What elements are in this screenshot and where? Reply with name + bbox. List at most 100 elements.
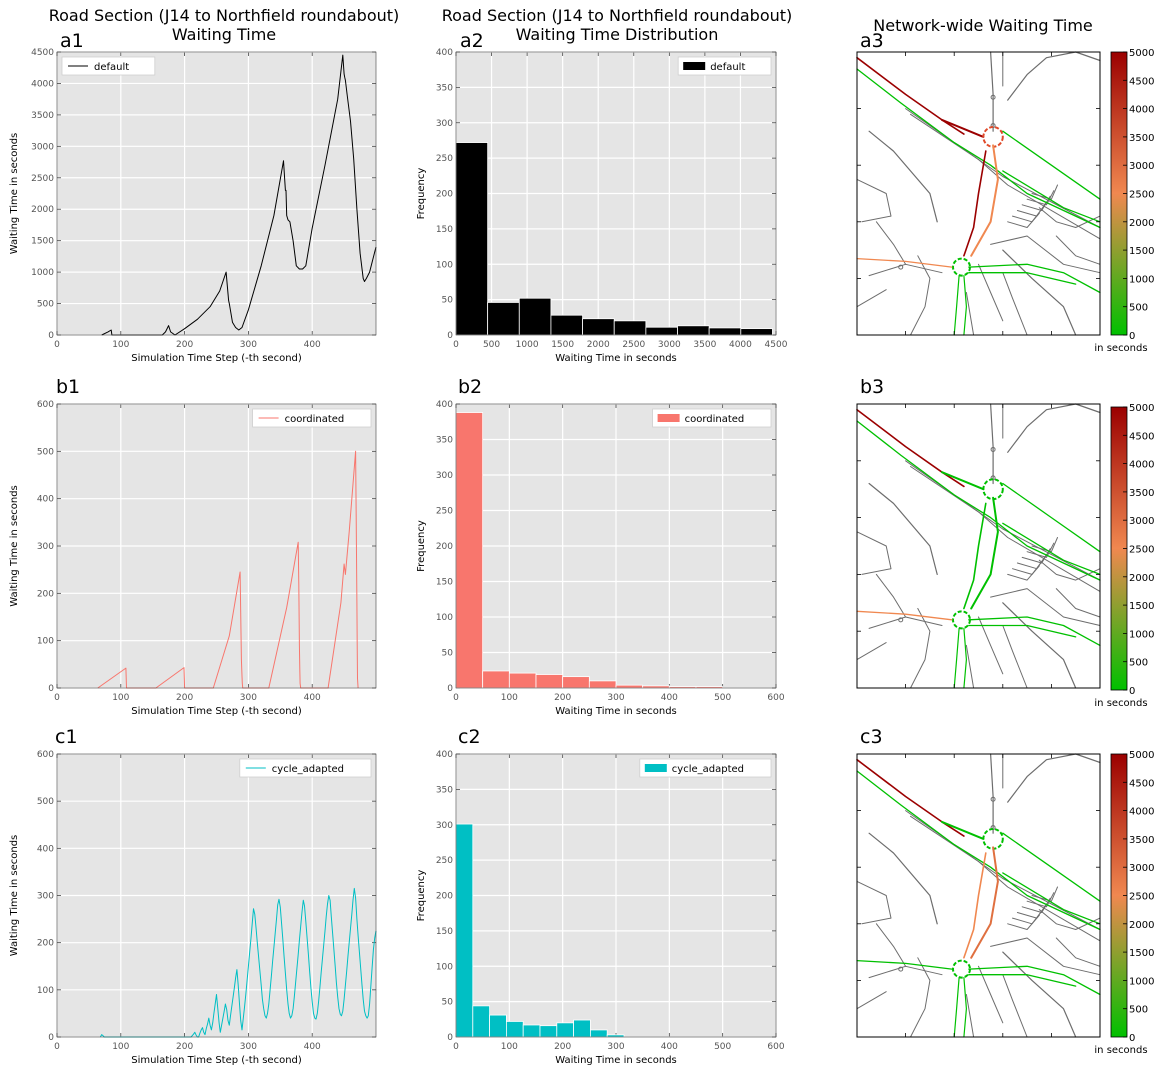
road — [910, 608, 931, 689]
legend-label: coordinated — [685, 414, 745, 425]
legend: default — [677, 56, 772, 76]
map-c3: 0 500 1000 1500 2000 2500 3000 3500 4000 4500 5000… — [856, 726, 1154, 1056]
x-tick-label: 4500 — [765, 340, 788, 350]
colorbar-tick-label: 0 — [1129, 331, 1135, 342]
colorbar-tick-label: 1500 — [1129, 948, 1154, 959]
road — [965, 292, 975, 336]
colorbar-tick-label: 4500 — [1129, 76, 1154, 87]
x-axis-label: Waiting Time in seconds — [555, 706, 677, 717]
legend-label: default — [710, 62, 745, 73]
histogram-bar — [590, 1029, 608, 1038]
colorbar-unit-label: in seconds — [1094, 343, 1147, 354]
plot-frame — [56, 51, 377, 336]
x-tick-label: 200 — [176, 693, 193, 703]
histogram-bar — [588, 680, 617, 689]
y-tick-label: 200 — [436, 190, 453, 200]
main-road-segment — [953, 275, 960, 336]
histogram-bar — [550, 314, 583, 336]
main-road-segment — [856, 420, 1101, 581]
colorbar-tick-label: 2500 — [1129, 545, 1154, 556]
colorbar-tick-label: 0 — [1129, 686, 1135, 697]
x-tick-label: 300 — [240, 1042, 257, 1052]
colorbar-tick-label: 1500 — [1129, 246, 1154, 257]
main-road-segment — [953, 976, 960, 1038]
y-axis-label: Frequency — [416, 168, 427, 220]
y-tick-label: 300 — [37, 892, 54, 902]
histogram-bar — [556, 1022, 574, 1038]
legend-label: coordinated — [285, 414, 345, 425]
y-tick-label: 400 — [436, 750, 453, 760]
road — [990, 235, 1101, 274]
y-tick-label: 200 — [37, 589, 54, 599]
col1-title-line2: Waiting Time — [172, 25, 276, 44]
main-road-segment — [968, 263, 1101, 294]
y-tick-label: 2500 — [31, 174, 54, 184]
col3-title: Network-wide Waiting Time — [873, 16, 1093, 35]
histogram-bar — [455, 142, 489, 336]
x-axis-label: Simulation Time Step (-th second) — [131, 1055, 302, 1065]
x-tick-label: 0 — [54, 340, 60, 350]
road — [910, 255, 931, 336]
plot-frame — [455, 51, 777, 336]
histogram-bar — [582, 318, 615, 336]
road — [856, 642, 887, 661]
road — [1055, 588, 1101, 618]
x-axis-label: Waiting Time in seconds — [555, 353, 677, 364]
legend-box — [239, 758, 372, 778]
chart-b1: 0 100 200 300 400 0 100 200 300 400 500 600 Simulati… — [9, 376, 377, 717]
chart-panels: 0 100 200 300 400050010001500200025003000350… — [9, 30, 788, 1065]
colorbar-tick-label: 1000 — [1129, 274, 1154, 285]
colorbar-tick-label: 1000 — [1129, 629, 1154, 640]
map-panels: 0500100015002000250030003500400045005000… — [856, 30, 1154, 1056]
colorbar-tick-label: 3500 — [1129, 835, 1154, 846]
y-tick-label: 200 — [436, 892, 453, 902]
plot-frame — [455, 753, 777, 1038]
x-tick-label: 300 — [240, 693, 257, 703]
road — [875, 221, 907, 265]
main-road-segment — [856, 68, 1101, 229]
road — [1002, 625, 1028, 689]
junction-marker — [898, 264, 904, 270]
colorbar-tick-label: 2500 — [1129, 892, 1154, 903]
road — [856, 178, 892, 223]
main-road-segment — [968, 616, 1101, 647]
x-tick-label: 500 — [483, 340, 500, 350]
histogram-bar — [615, 684, 644, 689]
junction-marker — [898, 966, 904, 972]
road — [978, 263, 1004, 322]
chart-c2: 0 100 200 300 400 500 600 0 50 100 150 200 250 300 350… — [416, 726, 785, 1065]
y-tick-label: 50 — [442, 649, 454, 659]
colorbar-tick-label: 4500 — [1129, 431, 1154, 442]
residential-road — [1021, 195, 1051, 211]
legend: coordinated — [652, 408, 772, 428]
y-tick-label: 100 — [436, 613, 453, 623]
road — [868, 482, 938, 576]
series-line-default — [101, 54, 377, 336]
link-road — [963, 852, 987, 959]
x-tick-label: 600 — [767, 693, 784, 703]
chart-c1: 0 100 200 300 400 0 100 200 300 400 500 600 Simulati… — [9, 726, 377, 1065]
colorbar-unit-label: in seconds — [1094, 698, 1147, 709]
colorbar-tick-label: 3500 — [1129, 488, 1154, 499]
road — [965, 994, 975, 1038]
map-frame — [856, 753, 1101, 1038]
colorbar-tick-label: 3000 — [1129, 161, 1154, 172]
chart-b2: 0 100 200 300 400 500 600 0 50 100 150 200 250 300 350… — [416, 376, 785, 717]
histogram-bar — [677, 325, 710, 336]
y-tick-label: 600 — [37, 400, 54, 410]
colorbar-tick-label: 4000 — [1129, 460, 1154, 471]
legend-label: cycle_adapted — [672, 764, 744, 775]
road — [1055, 937, 1101, 967]
histogram-bar — [562, 676, 590, 689]
residential-road — [1026, 542, 1055, 558]
road — [1007, 753, 1101, 803]
road — [856, 991, 887, 1010]
motorway-lane — [910, 466, 1101, 592]
chart-a1: 0 100 200 300 400050010001500200025003000350… — [9, 30, 377, 364]
x-tick-label: 400 — [661, 693, 678, 703]
main-road-segment — [1002, 482, 1101, 553]
colorbar-tick-label: 2000 — [1129, 920, 1154, 931]
legend: coordinated — [252, 408, 372, 428]
col2-title-line1: Road Section (J14 to Northfield roundabo… — [442, 6, 793, 25]
colorbar-tick-label: 4500 — [1129, 778, 1154, 789]
